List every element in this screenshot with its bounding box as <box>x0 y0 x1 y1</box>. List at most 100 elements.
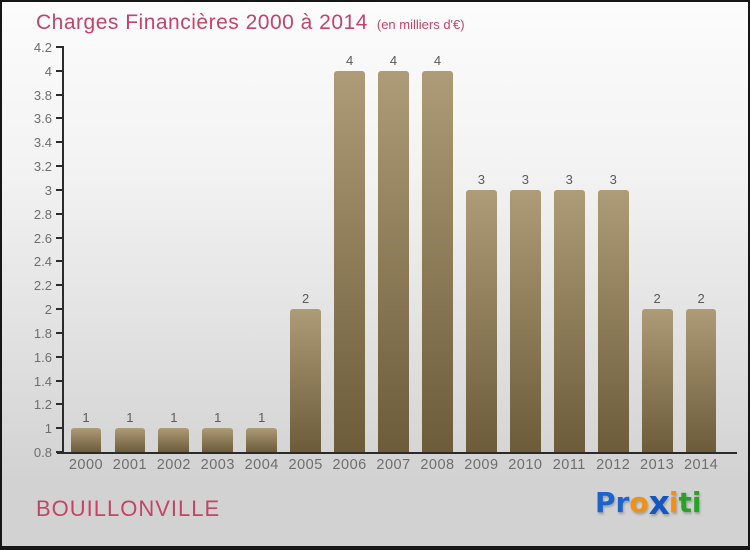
bar <box>158 428 190 452</box>
bar <box>422 70 453 452</box>
y-tick-label: 3.6 <box>33 111 52 127</box>
bar-value-label: 4 <box>345 52 354 68</box>
proxiti-logo: Proxiti <box>595 486 702 519</box>
y-tick-mark <box>56 69 64 72</box>
y-tick-label: 2 <box>44 302 52 318</box>
x-tick-label: 2008 <box>420 457 455 473</box>
x-axis <box>57 452 737 454</box>
bar <box>466 189 497 452</box>
logo-letter: r <box>615 486 630 519</box>
logo-letter: o <box>629 486 649 519</box>
y-tick-mark <box>56 284 64 287</box>
y-tick-label: 3.4 <box>33 135 52 151</box>
y-tick-label: 2.4 <box>33 254 52 270</box>
y-tick-label: 3.2 <box>33 159 52 175</box>
bar-cell: 1 <box>152 47 196 452</box>
x-tick-label: 2014 <box>683 457 719 473</box>
bar-cell: 1 <box>108 47 152 452</box>
bar-cell: 4 <box>372 47 416 452</box>
y-tick-mark <box>56 403 64 406</box>
y-tick-mark <box>56 355 64 358</box>
y-tick-label: 4.2 <box>33 40 52 55</box>
bar <box>246 428 278 452</box>
y-tick-label: 1.4 <box>33 373 52 389</box>
y-tick-label: 1.8 <box>33 325 52 341</box>
y-tick-label: 2.2 <box>33 278 52 294</box>
bar-value-label: 2 <box>697 291 705 307</box>
bar-value-label: 4 <box>389 52 398 68</box>
y-tick-label: 3 <box>44 182 52 198</box>
x-tick-label: 2007 <box>376 457 411 473</box>
y-tick-label: 1 <box>44 421 52 437</box>
chart-title: Charges Financières 2000 à 2014 <box>36 11 368 34</box>
x-tick-label: 2012 <box>596 457 631 473</box>
bar <box>114 428 146 452</box>
bar-value-label: 1 <box>126 410 134 426</box>
logo-letter: i <box>691 486 702 519</box>
x-tick-label: 2009 <box>464 457 499 473</box>
bar-cell: 4 <box>416 47 460 452</box>
x-labels: 2000 2001 2002 2003 2004 2005 2006 2007 2008 2009… <box>64 457 723 473</box>
y-axis <box>62 47 64 452</box>
y-tick-mark <box>56 188 64 191</box>
y-tick-mark <box>56 308 64 311</box>
bar <box>685 309 717 452</box>
x-tick-label: 2003 <box>200 457 235 473</box>
bar-value-label: 1 <box>214 410 222 426</box>
y-tick-label: 2.6 <box>33 230 52 246</box>
x-tick-label: 2001 <box>112 457 148 473</box>
x-tick-label: 2004 <box>244 457 279 473</box>
y-tick-mark <box>56 165 64 168</box>
y-tick-mark <box>56 93 64 96</box>
y-tick-label: 0.8 <box>33 445 52 460</box>
bar <box>509 189 541 452</box>
bar-value-label: 3 <box>565 171 573 187</box>
logo-letter: i <box>668 486 679 519</box>
bar-cell: 1 <box>196 47 240 452</box>
x-tick-label: 2006 <box>332 457 367 473</box>
bar-cell: 2 <box>284 47 328 452</box>
bar-cell: 3 <box>591 47 635 452</box>
bar-value-label: 3 <box>477 171 486 187</box>
y-tick-mark <box>56 212 64 215</box>
bar-value-label: 2 <box>653 291 661 307</box>
place-name: BOUILLONVILLE <box>36 496 221 521</box>
y-tick-label: 1.2 <box>33 397 52 413</box>
x-tick-label: 2002 <box>156 457 191 473</box>
bar-cell: 3 <box>503 47 547 452</box>
bar-value-label: 3 <box>609 171 617 187</box>
plot-area: 4.2 4 3.8 3.6 3.4 3.2 3 2.8 2.6 2.4 2.2 2 1.8 1.6 1.4 1… <box>34 40 737 473</box>
chart-subtitle: (en milliers d'€) <box>376 17 465 32</box>
y-tick-label: 2.8 <box>33 206 52 222</box>
bars: 1 1 1 1 1 2 4 4 4 3 3 3 3 2 2 <box>64 47 723 452</box>
y-tick-label: 1.6 <box>33 349 52 365</box>
logo-letter: t <box>678 486 692 519</box>
bar-value-label: 3 <box>521 171 529 187</box>
y-tick-mark <box>56 117 64 120</box>
bar <box>202 428 234 452</box>
logo-letter: P <box>595 486 616 519</box>
bar-value-label: 4 <box>433 52 442 68</box>
y-tick-mark <box>56 236 64 239</box>
x-tick-label: 2013 <box>640 457 675 473</box>
y-tick-mark <box>56 260 64 263</box>
bar-value-label: 1 <box>170 410 178 426</box>
bar <box>334 70 365 452</box>
bar-cell: 2 <box>679 47 723 452</box>
y-tick-mark <box>56 141 64 144</box>
y-tick-mark <box>56 331 64 334</box>
y-tick-mark <box>56 427 64 430</box>
bar-cell: 1 <box>240 47 284 452</box>
bar <box>290 309 322 452</box>
y-tick-mark <box>56 379 64 382</box>
y-tick-label: 4 <box>44 63 52 79</box>
bar-cell: 2 <box>635 47 679 452</box>
bar-cell: 3 <box>459 47 503 452</box>
bar <box>641 309 673 452</box>
x-tick-label: 2005 <box>288 457 323 473</box>
y-tick-mark <box>56 451 64 453</box>
x-tick-label: 2000 <box>68 457 104 473</box>
bar-cell: 3 <box>547 47 591 452</box>
bar-value-label: 1 <box>82 410 90 426</box>
